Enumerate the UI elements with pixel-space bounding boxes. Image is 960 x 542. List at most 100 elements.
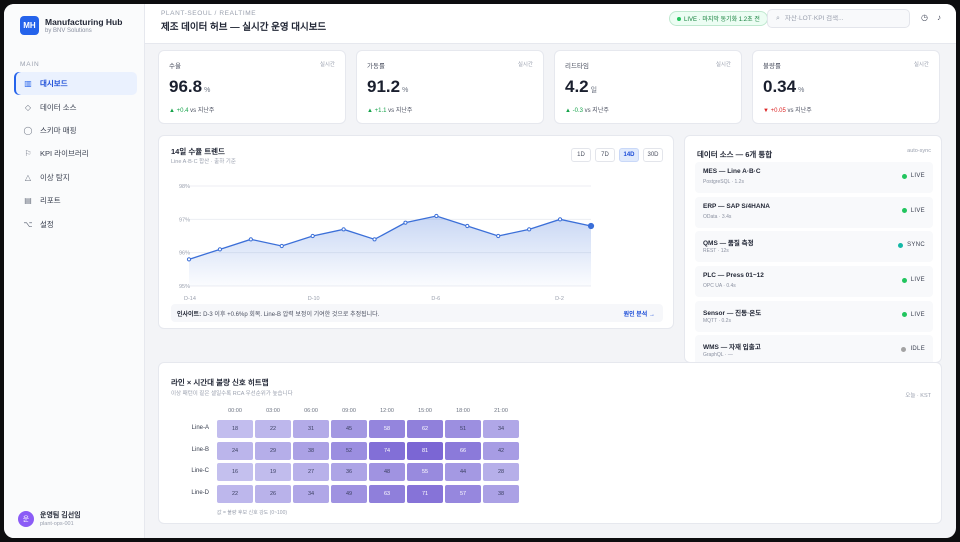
sidebar: MH Manufacturing Hub by BNV Solutions MA… — [4, 4, 145, 538]
trend-point — [341, 227, 346, 232]
kpi-tag: 실시간 — [913, 62, 929, 68]
heatmap-cell[interactable]: 55 — [407, 463, 443, 481]
source-name: PLC — Press 01~12 — [703, 272, 764, 280]
root-cause-link[interactable]: 원인 분석 → — [623, 311, 655, 318]
heatmap-cell[interactable]: 63 — [369, 484, 405, 503]
heatmap-cell[interactable]: 36 — [331, 463, 367, 481]
heatmap-cell[interactable]: 52 — [331, 441, 367, 460]
status-dot-icon — [898, 242, 904, 248]
search-input[interactable] — [784, 15, 900, 22]
sidebar-item-6[interactable]: ⌥ 설정 — [14, 212, 137, 235]
kpi-number: 0.34 — [763, 77, 797, 96]
heatmap-cell[interactable]: 58 — [369, 420, 405, 438]
source-row[interactable]: PLC — Press 01~12 OPC UA · 0.4s LIVE — [695, 266, 933, 298]
triangle-icon: △ — [24, 172, 32, 182]
live-dot-icon — [677, 16, 681, 21]
heatmap-cell[interactable]: 24 — [217, 441, 253, 460]
range-30d-button[interactable]: 30D — [643, 148, 663, 162]
heatmap-cell[interactable]: 29 — [255, 441, 291, 460]
kpi-tag: 실시간 — [517, 62, 533, 68]
trend-point — [434, 213, 439, 219]
trend-title: 14일 수율 트렌드 — [171, 147, 225, 156]
music-note-icon[interactable]: ♪ — [937, 13, 941, 22]
heatmap-cell[interactable]: 49 — [331, 484, 367, 503]
heatmap-cell[interactable]: 19 — [255, 463, 291, 481]
sidebar-item-label: 이상 탐지 — [40, 172, 70, 182]
heatmap-cell[interactable]: 42 — [483, 441, 519, 460]
kpi-number: 96.8 — [169, 77, 203, 96]
heatmap-cell[interactable]: 28 — [483, 463, 519, 481]
heatmap-cell[interactable]: 44 — [445, 463, 481, 481]
page-title: 제조 데이터 허브 — 실시간 운영 대시보드 — [161, 22, 327, 33]
brand-subtitle: by BNV Solutions — [45, 28, 92, 34]
source-status: LIVE — [901, 312, 925, 318]
trend-point — [403, 220, 408, 225]
heatmap-cell[interactable]: 31 — [293, 420, 329, 438]
heatmap-cell[interactable]: 38 — [293, 441, 329, 460]
source-row[interactable]: Sensor — 진동·온도 MQTT · 0.2s LIVE — [695, 300, 933, 332]
heatmap-column-label: 15:00 — [418, 408, 432, 414]
heatmap-cell[interactable]: 26 — [255, 484, 291, 503]
search-icon: ⌕ — [776, 14, 780, 22]
heatmap-cell[interactable]: 66 — [445, 441, 481, 460]
source-status-label: IDLE — [910, 346, 925, 353]
y-tick-label: 98% — [179, 184, 190, 190]
sidebar-item-4[interactable]: △ 이상 탐지 — [14, 166, 137, 189]
heatmap-cell[interactable]: 81 — [407, 441, 443, 460]
sources-list: MES — Line A·B·C PostgreSQL · 1.2s LIVE ERP… — [695, 162, 933, 370]
sidebar-item-0[interactable]: ▥ 대시보드 — [14, 72, 137, 96]
sidebar-item-2[interactable]: ◯ 스키마 매핑 — [14, 119, 137, 142]
range-14d-button[interactable]: 14D — [619, 148, 639, 162]
range-1d-button[interactable]: 1D — [571, 148, 591, 162]
heatmap-cell[interactable]: 16 — [217, 463, 253, 481]
source-row[interactable]: MES — Line A·B·C PostgreSQL · 1.2s LIVE — [695, 162, 933, 193]
source-meta: GraphQL · — — [703, 352, 733, 359]
source-name: WMS — 자재 입출고 — [703, 344, 761, 352]
heatmap-cell[interactable]: 74 — [369, 441, 405, 460]
search-box[interactable]: ⌕ — [767, 9, 910, 28]
kpi-unit: % — [798, 87, 805, 94]
heatmap-cell[interactable]: 22 — [217, 484, 253, 503]
kpi-delta-note: vs 지난주 — [787, 108, 812, 114]
heatmap-tag: 오늘 · KST — [905, 393, 931, 399]
source-row[interactable]: ERP — SAP S/4HANA OData · 3.4s LIVE — [695, 196, 933, 228]
heatmap-cell[interactable]: 34 — [293, 484, 329, 503]
sidebar-item-1[interactable]: ◇ 데이터 소스 — [14, 95, 137, 118]
brand-name: Manufacturing Hub — [45, 17, 123, 27]
kpi-delta-note: vs 지난주 — [190, 108, 215, 114]
heatmap-cell[interactable]: 38 — [483, 484, 519, 503]
range-7d-button[interactable]: 7D — [595, 148, 615, 162]
source-row[interactable]: WMS — 자재 입출고 GraphQL · — IDLE — [695, 335, 933, 367]
circle-icon: ◯ — [23, 125, 33, 135]
user-name: 운영팀 김선임 — [40, 512, 81, 519]
heatmap-cell[interactable]: 34 — [483, 420, 519, 438]
sidebar-item-5[interactable]: ▤ 리포트 — [14, 189, 137, 212]
kpi-unit: % — [204, 87, 211, 94]
trend-point — [587, 222, 595, 230]
source-row[interactable]: QMS — 품질 측정 REST · 12s SYNC — [695, 231, 933, 263]
source-meta: OPC UA · 0.4s — [703, 283, 736, 290]
clock-icon[interactable]: ◷ — [921, 13, 928, 22]
heatmap-cell[interactable]: 48 — [369, 463, 405, 481]
trend-point — [465, 223, 470, 229]
heatmap-cell[interactable]: 51 — [445, 420, 481, 438]
source-meta: REST · 12s — [703, 248, 729, 255]
brand[interactable]: MH Manufacturing Hub by BNV Solutions — [20, 16, 122, 35]
source-status-label: LIVE — [910, 173, 925, 179]
kpi-tag: 실시간 — [319, 62, 335, 68]
heatmap-row-label: Line-C — [191, 468, 209, 474]
user-profile[interactable]: 운 운영팀 김선임 plant-ops-001 — [18, 510, 81, 527]
heatmap-column-label: 09:00 — [342, 408, 356, 414]
heatmap-column-label: 06:00 — [304, 408, 318, 414]
breadcrumb: PLANT-SEOUL / REALTIME — [161, 10, 257, 17]
heatmap-cell[interactable]: 71 — [407, 484, 443, 503]
heatmap-cell[interactable]: 27 — [293, 463, 329, 481]
status-dot-icon — [901, 312, 907, 318]
sidebar-item-3[interactable]: ⚐ KPI 라이브러리 — [14, 142, 137, 165]
heatmap-cell[interactable]: 22 — [255, 420, 291, 438]
heatmap-cell[interactable]: 62 — [407, 420, 443, 438]
kpi-label: 불량률 — [763, 63, 781, 70]
heatmap-cell[interactable]: 57 — [445, 484, 481, 503]
heatmap-cell[interactable]: 45 — [331, 420, 367, 438]
heatmap-cell[interactable]: 18 — [217, 420, 253, 438]
